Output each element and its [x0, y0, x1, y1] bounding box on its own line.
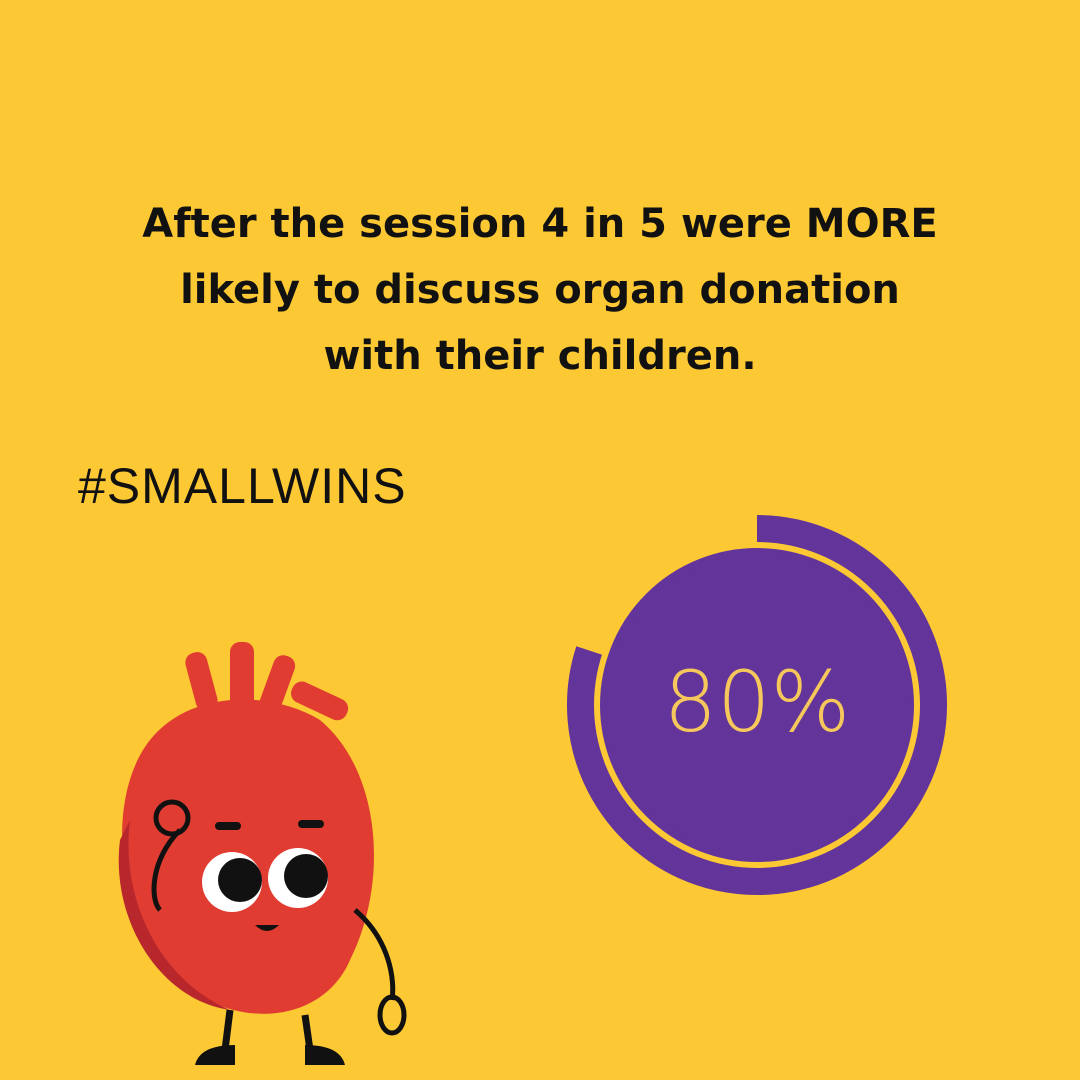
hashtag: #SMALLWINS [78, 458, 407, 514]
headline-line: After the session 4 in 5 were MORE [142, 201, 938, 247]
headline-line: likely to discuss organ donation [180, 267, 900, 313]
stat-label: 80% [664, 653, 851, 751]
progress-ring: 80% [567, 515, 947, 895]
ring-inner [607, 555, 907, 855]
progress-arc [567, 515, 947, 895]
headline-line: with their children. [323, 333, 756, 379]
heart-mascot [118, 642, 407, 1065]
